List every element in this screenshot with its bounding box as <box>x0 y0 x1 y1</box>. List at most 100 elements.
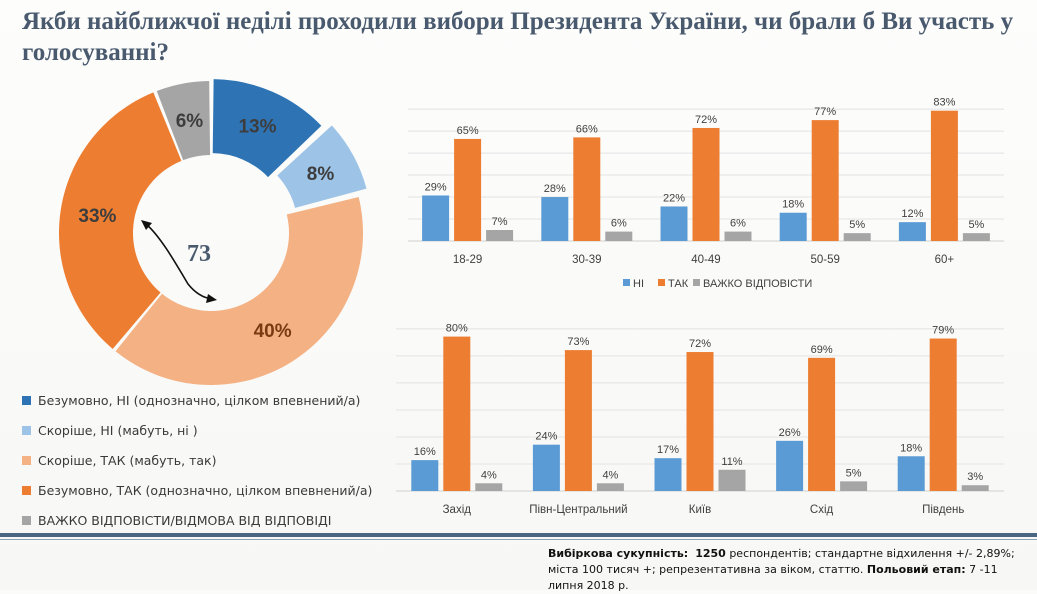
bar-value-label: 29% <box>425 181 447 193</box>
legend-swatch <box>22 486 31 495</box>
category-label: Півн-Центральний <box>529 504 627 516</box>
bar <box>962 233 990 241</box>
sample-label: Вибіркова сукупність: <box>548 547 689 560</box>
bar <box>897 456 925 491</box>
legend-label: ВАЖКО ВІДПОВІСТИ/ВІДМОВА ВІД ВІДПОВІДІ <box>38 513 332 528</box>
bar-legend-label: НІ <box>633 278 644 290</box>
bar-legend-swatch <box>623 279 630 286</box>
category-label: Захід <box>443 504 472 516</box>
legend-label: Безумовно, НІ (однозначно, цілком впевне… <box>38 393 361 408</box>
footer-divider <box>0 533 1037 537</box>
category-label: 18-29 <box>453 254 482 266</box>
bar <box>840 481 868 491</box>
bar <box>811 120 839 241</box>
bar-value-label: 26% <box>779 427 801 439</box>
bar-value-label: 7% <box>492 216 508 228</box>
legend-item: Безумовно, НІ (однозначно, цілком впевне… <box>22 392 402 409</box>
legend-item: Скоріше, ТАК (мабуть, так) <box>22 452 402 469</box>
bar <box>660 206 688 241</box>
bar <box>718 469 746 491</box>
bar <box>411 460 439 491</box>
bar-value-label: 72% <box>689 338 711 350</box>
legend-label: Скоріше, НІ (мабуть, ні ) <box>38 423 198 438</box>
bar-value-label: 12% <box>901 208 923 220</box>
sample-text: респондентів; стандартне відхилення +/- … <box>548 547 1015 576</box>
bar-value-label: 73% <box>567 336 589 348</box>
donut-slice-label: 40% <box>254 321 292 342</box>
bar-value-label: 5% <box>849 219 865 231</box>
footer-divider-thin <box>0 539 1037 540</box>
donut-slice-label: 8% <box>307 164 335 185</box>
donut-slice <box>212 79 322 178</box>
donut-slice <box>115 196 363 385</box>
legend-swatch <box>22 396 31 405</box>
donut-legend: Безумовно, НІ (однозначно, цілком впевне… <box>22 392 402 542</box>
bar <box>961 485 989 491</box>
bar <box>843 233 871 241</box>
bar-value-label: 66% <box>576 123 598 135</box>
legend-swatch <box>22 516 31 525</box>
bar-value-label: 3% <box>967 471 983 483</box>
bar <box>929 338 957 491</box>
bar-value-label: 16% <box>414 446 436 458</box>
category-label: 30-39 <box>572 254 601 266</box>
bar <box>605 231 633 241</box>
sample-value: 1250 <box>695 547 726 560</box>
legend-item: ВАЖКО ВІДПОВІСТИ/ВІДМОВА ВІД ВІДПОВІДІ <box>22 512 402 529</box>
bar-legend-swatch <box>693 279 700 286</box>
donut-slice-label: 13% <box>238 117 276 138</box>
bar <box>808 357 836 491</box>
bar-value-label: 77% <box>814 106 836 118</box>
donut-slice <box>277 125 367 208</box>
bar <box>532 444 560 491</box>
bar <box>596 483 624 491</box>
bar-value-label: 6% <box>730 218 746 230</box>
legend-item: Скоріше, НІ (мабуть, ні ) <box>22 422 402 439</box>
bar-value-label: 65% <box>457 125 479 137</box>
bar-value-label: 5% <box>968 219 984 231</box>
bar-value-label: 18% <box>782 199 804 211</box>
bar-value-label: 28% <box>544 183 566 195</box>
legend-label: Скоріше, ТАК (мабуть, так) <box>38 453 217 468</box>
legend-swatch <box>22 426 31 435</box>
stage-label: Польовий етап: <box>866 563 966 576</box>
bar <box>486 230 514 241</box>
category-label: 50-59 <box>810 254 839 266</box>
legend-swatch <box>22 456 31 465</box>
bar <box>930 110 958 241</box>
bar-value-label: 69% <box>811 344 833 356</box>
donut-slice <box>59 92 182 349</box>
bar <box>654 458 682 491</box>
legend-label: Безумовно, ТАК (однозначно, цілком впевн… <box>38 483 373 498</box>
donut-slice <box>156 81 211 161</box>
category-label: 40-49 <box>691 254 720 266</box>
bar-value-label: 83% <box>933 97 955 109</box>
center-arrow-head <box>206 294 217 303</box>
bar-value-label: 5% <box>846 467 862 479</box>
stage-value: 7 -11 липня 2018 р. <box>548 563 998 592</box>
bar <box>724 231 752 241</box>
donut-slice-label: 6% <box>176 111 204 132</box>
footnote: Вибіркова сукупність: 1250 респондентів;… <box>548 546 1023 594</box>
bar-legend-label: ВАЖКО ВІДПОВІСТИ <box>703 278 812 290</box>
category-label: Південь <box>922 504 964 516</box>
bar <box>776 440 804 491</box>
bar-value-label: 24% <box>535 431 557 443</box>
category-label: 60+ <box>935 254 955 266</box>
bar-value-label: 17% <box>657 444 679 456</box>
donut-center-label: 73 <box>187 241 211 267</box>
bar <box>475 483 503 491</box>
bar <box>686 352 714 491</box>
bar-value-label: 80% <box>446 323 468 335</box>
bar <box>443 336 471 491</box>
bar <box>454 138 482 241</box>
bar-value-label: 22% <box>663 192 685 204</box>
bar <box>422 195 450 241</box>
category-label: Київ <box>689 504 711 516</box>
bar-value-label: 18% <box>900 442 922 454</box>
category-label: Схід <box>810 504 834 516</box>
bar <box>564 350 592 491</box>
center-arrow-head <box>141 220 152 230</box>
